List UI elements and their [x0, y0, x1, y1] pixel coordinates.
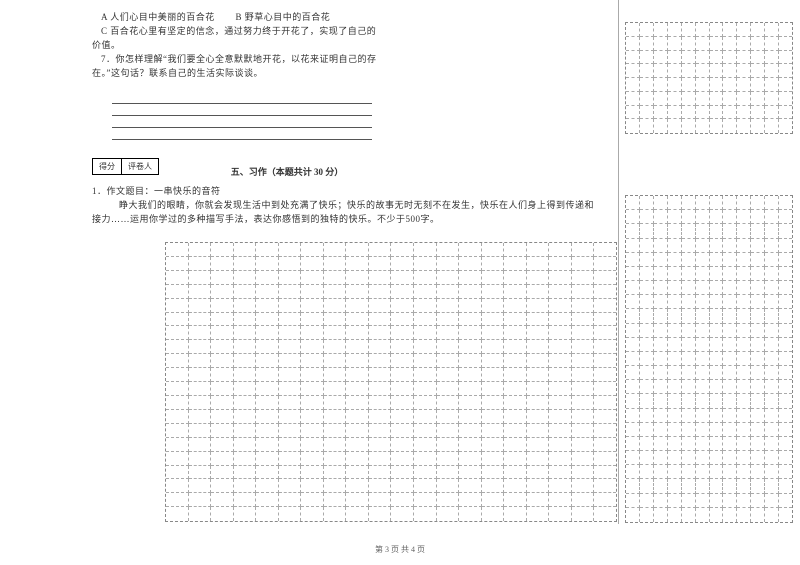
- essay-intro-block: 1．作文题目：一串快乐的音符 睁大我们的眼睛，你就会发现生活中到处充满了快乐；快…: [92, 184, 382, 226]
- section-5-title: 五、习作（本题共计 30 分）: [192, 165, 382, 178]
- essay-q1-label: 1．作文题目：一串快乐的音符: [92, 184, 382, 198]
- answer-blank-line: [112, 118, 372, 128]
- reading-option-b: B 野草心目中的百合花: [236, 12, 331, 22]
- q7-prefix: 7．你怎样理解: [101, 54, 163, 64]
- reading-option-c: C 百合花心里有坚定的信念，通过努力终于开花了，实现了自己的价值。: [92, 24, 382, 52]
- writing-grid-main: [165, 242, 617, 522]
- answer-blank-line: [112, 106, 372, 116]
- answer-blank-line: [112, 130, 372, 140]
- score-label: 得分: [93, 159, 122, 174]
- left-column-content: A 人们心目中美丽的百合花 B 野草心目中的百合花 C 百合花心里有坚定的信念，…: [92, 10, 382, 226]
- page-column-divider: [618, 0, 619, 524]
- q7-suffix: 这句话？联系自己的生活实际谈谈。: [111, 68, 263, 78]
- reading-option-row: A 人们心目中美丽的百合花 B 野草心目中的百合花: [92, 10, 382, 24]
- writing-grid-bottom-right: [625, 195, 793, 523]
- score-box: 得分 评卷人: [92, 158, 159, 175]
- page-footer: 第 3 页 共 4 页: [0, 544, 800, 555]
- writing-grid-top-right: [625, 22, 793, 134]
- answer-blank-line: [112, 94, 372, 104]
- grader-label: 评卷人: [122, 159, 158, 174]
- essay-intro-text: 睁大我们的眼睛，你就会发现生活中到处充满了快乐；快乐的故事无时无刻不在发生，快乐…: [92, 198, 602, 226]
- reading-option-a: A 人们心目中美丽的百合花: [101, 12, 215, 22]
- reading-q7: 7．你怎样理解“我们要全心全意默默地开花，以花来证明自己的存在。”这句话？联系自…: [92, 52, 382, 80]
